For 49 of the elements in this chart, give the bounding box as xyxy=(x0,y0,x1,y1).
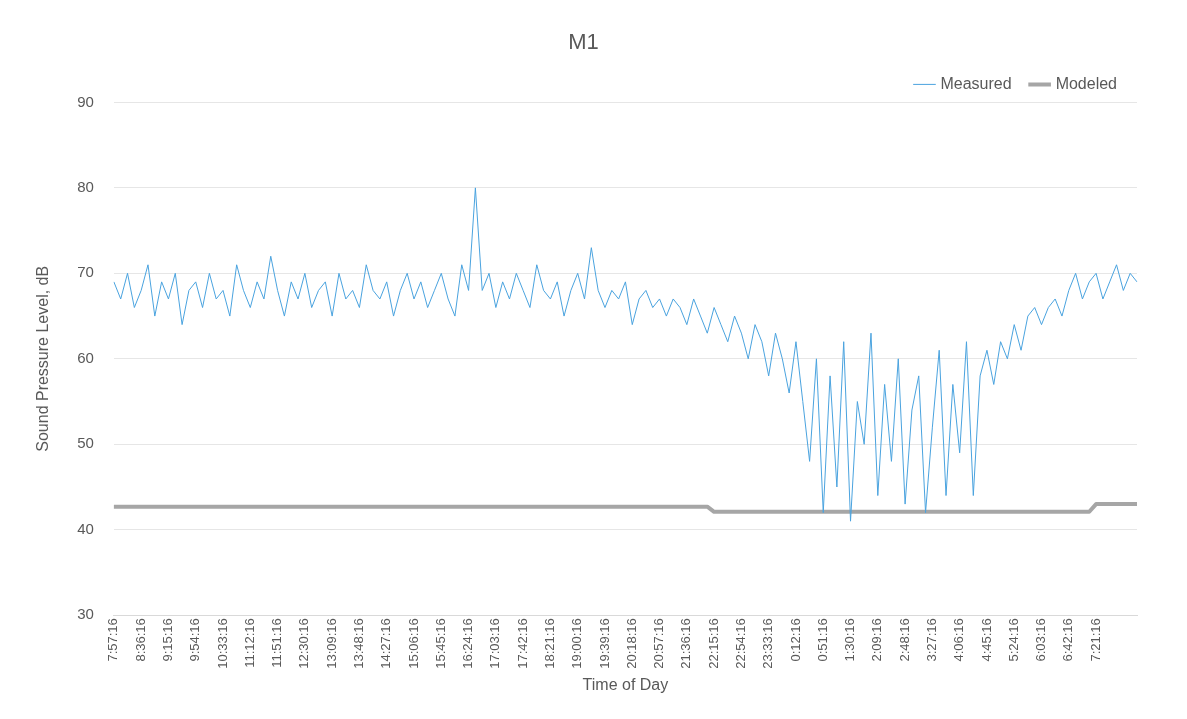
x-tick-label: 20:18:16 xyxy=(623,618,639,669)
x-tick-label: 17:03:16 xyxy=(487,618,503,669)
x-axis-title: Time of Day xyxy=(582,675,669,693)
x-tick-label: 23:33:16 xyxy=(760,618,776,669)
legend-label: Modeled xyxy=(1055,74,1117,92)
x-tick-label: 16:24:16 xyxy=(460,618,476,669)
x-tick-label: 22:54:16 xyxy=(732,618,748,669)
x-tick-label: 19:00:16 xyxy=(569,618,585,669)
x-tick-label: 21:36:16 xyxy=(678,618,694,669)
x-tick-label: 10:33:16 xyxy=(214,618,230,669)
x-tick-label: 7:57:16 xyxy=(105,618,121,662)
x-tick-label: 1:30:16 xyxy=(842,618,858,662)
chart-title: M1 xyxy=(568,29,599,55)
x-tick-label: 22:15:16 xyxy=(705,618,721,669)
x-tick-label: 2:09:16 xyxy=(869,618,885,662)
x-tick-label: 3:27:16 xyxy=(923,618,939,662)
x-tick-label: 15:06:16 xyxy=(405,618,421,669)
y-tick-label: 50 xyxy=(77,434,94,452)
x-tick-label: 0:51:16 xyxy=(814,618,830,662)
x-tick-label: 20:57:16 xyxy=(651,618,667,669)
x-tick-label: 19:39:16 xyxy=(596,618,612,669)
x-tick-label: 4:45:16 xyxy=(978,618,994,662)
x-tick-label: 13:48:16 xyxy=(351,618,367,669)
legend-label: Measured xyxy=(940,74,1012,92)
y-axis-title: Sound Pressure Level, dB xyxy=(34,265,52,452)
x-tick-label: 12:30:16 xyxy=(296,618,312,669)
y-tick-label: 90 xyxy=(77,92,94,110)
x-tick-label: 17:42:16 xyxy=(514,618,530,669)
x-tick-label: 11:51:16 xyxy=(269,618,285,668)
x-tick-label: 6:42:16 xyxy=(1060,618,1076,662)
x-tick-label: 7:21:16 xyxy=(1087,618,1103,662)
x-tick-label: 9:15:16 xyxy=(160,618,176,662)
x-tick-label: 9:54:16 xyxy=(187,618,203,662)
x-tick-label: 14:27:16 xyxy=(378,618,394,669)
x-tick-label: 2:48:16 xyxy=(896,618,912,662)
x-tick-label: 18:21:16 xyxy=(541,618,557,669)
x-tick-label: 4:06:16 xyxy=(951,618,967,662)
x-tick-label: 13:09:16 xyxy=(323,618,339,669)
y-tick-label: 60 xyxy=(77,348,94,366)
x-tick-label: 5:24:16 xyxy=(1005,618,1021,662)
x-tick-label: 0:12:16 xyxy=(787,618,803,662)
x-tick-label: 8:36:16 xyxy=(132,618,148,662)
y-tick-label: 80 xyxy=(77,178,94,196)
x-tick-label: 11:12:16 xyxy=(241,618,257,668)
y-tick-label: 40 xyxy=(77,519,94,537)
y-tick-label: 70 xyxy=(77,263,94,281)
y-tick-label: 30 xyxy=(77,605,94,623)
x-tick-label: 15:45:16 xyxy=(432,618,448,669)
x-tick-label: 6:03:16 xyxy=(1033,618,1049,662)
